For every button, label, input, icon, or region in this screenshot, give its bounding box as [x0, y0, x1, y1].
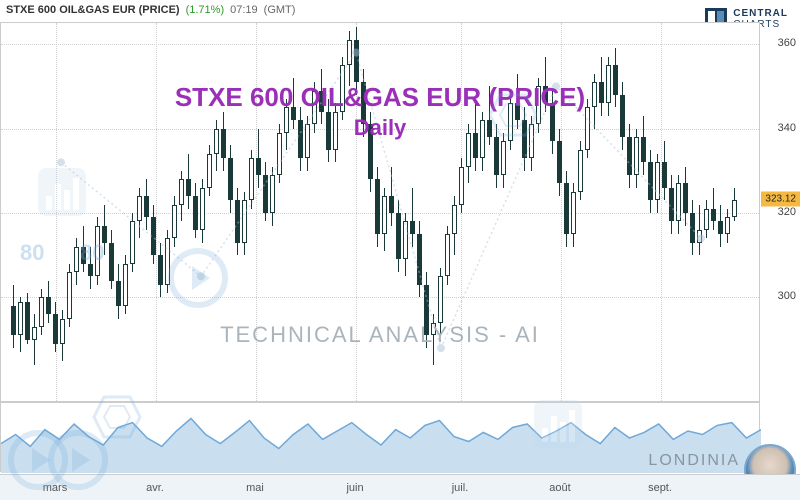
- watermark-arrow-icon: [48, 430, 108, 490]
- watermark-number: 80: [80, 240, 104, 266]
- watermark-number: 80: [20, 240, 44, 266]
- x-tick-label: avr.: [146, 482, 164, 494]
- current-price-tag: 323.12: [761, 191, 800, 206]
- footer-brand: LONDINIA: [648, 452, 740, 470]
- logo-text-top: CENTRAL: [733, 8, 788, 19]
- watermark-hex-icon: [488, 90, 538, 140]
- main-candlestick-chart[interactable]: [0, 22, 760, 402]
- change-pct: (1.71%): [186, 4, 225, 16]
- y-axis: 300 320 340 360 323.12: [760, 22, 800, 402]
- y-tick-label: 340: [778, 122, 796, 134]
- watermark-chart-icon: [534, 400, 582, 448]
- y-tick-label: 320: [778, 206, 796, 218]
- y-tick-label: 360: [778, 37, 796, 49]
- watermark-chart-icon: [38, 168, 86, 216]
- x-tick-label: août: [549, 482, 570, 494]
- timezone: (GMT): [264, 4, 296, 16]
- symbol-label: STXE 600 OIL&GAS EUR (PRICE): [6, 4, 180, 16]
- watermark-hex-icon: [92, 392, 142, 442]
- x-tick-label: juin: [346, 482, 363, 494]
- timestamp: 07:19: [230, 4, 258, 16]
- x-tick-label: mai: [246, 482, 264, 494]
- watermark-arrow-icon: [168, 248, 228, 308]
- x-axis: marsavr.maijuinjuil.aoûtsept.: [0, 474, 800, 500]
- x-tick-label: juil.: [452, 482, 469, 494]
- chart-header: STXE 600 OIL&GAS EUR (PRICE) (1.71%) 07:…: [6, 4, 295, 16]
- y-tick-label: 300: [778, 290, 796, 302]
- x-tick-label: sept.: [648, 482, 672, 494]
